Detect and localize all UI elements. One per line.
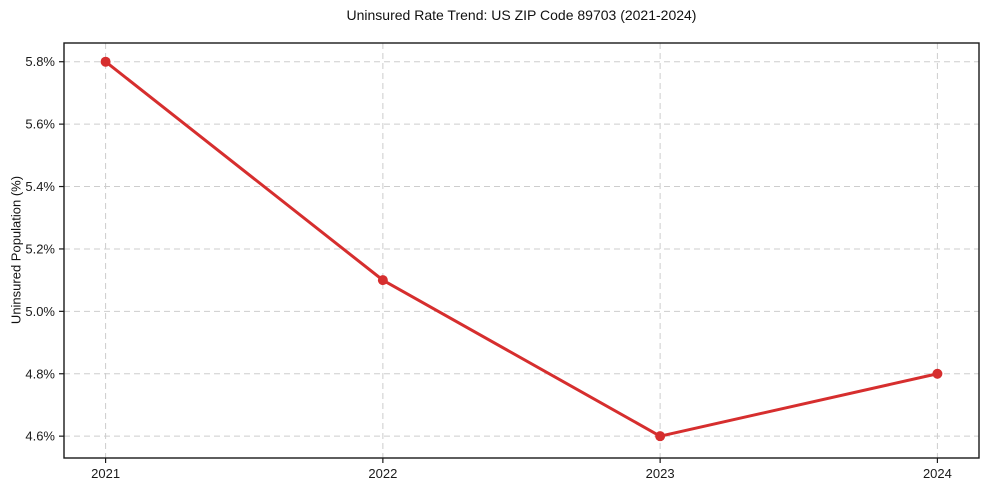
y-tick-label: 5.6%	[25, 117, 55, 132]
data-point-marker	[655, 431, 666, 442]
y-tick-label: 4.6%	[25, 429, 55, 444]
data-point-marker	[377, 275, 388, 286]
plot-border	[63, 42, 980, 459]
y-tick-label: 5.4%	[25, 179, 55, 194]
data-point-marker	[932, 368, 943, 379]
y-tick-label: 5.0%	[25, 304, 55, 319]
y-tick-label: 5.2%	[25, 241, 55, 256]
chart-title: Uninsured Rate Trend: US ZIP Code 89703 …	[346, 7, 697, 23]
x-tick-label: 2023	[646, 466, 675, 481]
trend-line	[104, 60, 939, 438]
data-point-marker	[100, 56, 111, 67]
x-tick-label: 2024	[923, 466, 952, 481]
y-tick-label: 4.8%	[25, 366, 55, 381]
y-tick-label: 5.8%	[25, 54, 55, 69]
x-tick-label: 2021	[91, 466, 120, 481]
x-tick-label: 2022	[368, 466, 397, 481]
